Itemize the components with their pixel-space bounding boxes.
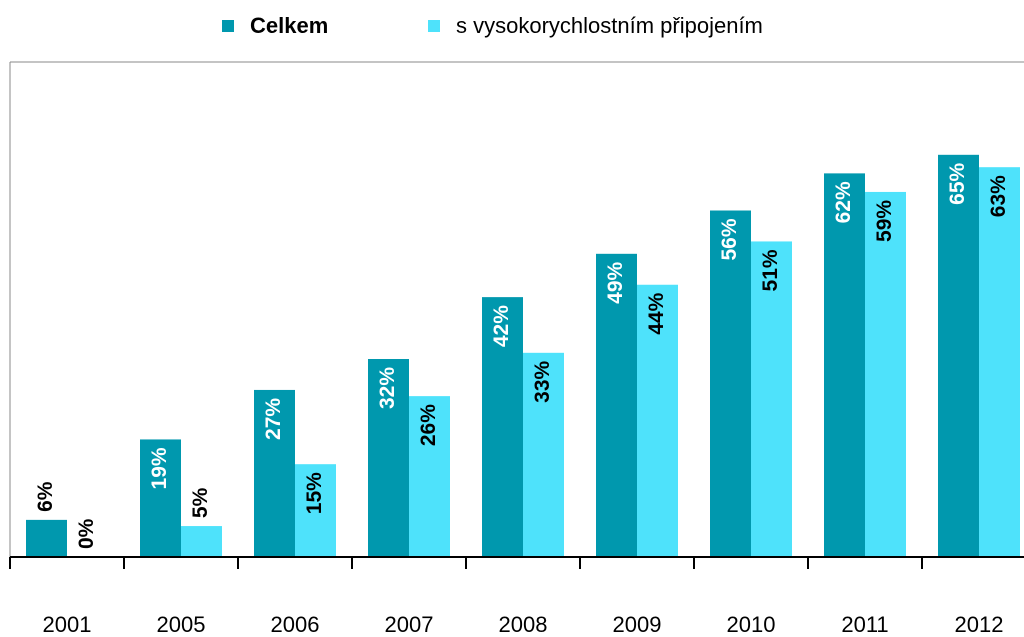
bar <box>637 284 678 557</box>
legend-swatch <box>222 20 234 32</box>
value-label: 26% <box>417 404 440 446</box>
x-tick-label: 2005 <box>157 612 206 637</box>
value-label: 59% <box>873 200 896 242</box>
value-label: 63% <box>987 175 1010 217</box>
value-label: 62% <box>832 181 855 223</box>
bar <box>824 173 865 557</box>
legend-label: Celkem <box>250 13 328 38</box>
bar <box>181 526 222 557</box>
bar <box>26 519 67 557</box>
x-tick-label: 2012 <box>955 612 1004 637</box>
value-label: 56% <box>718 218 741 260</box>
bar <box>482 297 523 557</box>
value-label: 32% <box>376 367 399 409</box>
value-label: 6% <box>34 481 57 512</box>
bar <box>368 359 409 557</box>
bar <box>596 253 637 557</box>
x-tick-label: 2008 <box>499 612 548 637</box>
value-label: 0% <box>75 518 98 549</box>
value-label: 5% <box>189 487 212 518</box>
bar <box>409 396 450 557</box>
x-tick-label: 2006 <box>271 612 320 637</box>
bar <box>979 167 1020 557</box>
bar <box>523 352 564 557</box>
x-tick-label: 2010 <box>727 612 776 637</box>
legend-label: s vysokorychlostním připojením <box>456 13 763 38</box>
value-label: 27% <box>262 398 285 440</box>
value-label: 15% <box>303 472 326 514</box>
x-tick-label: 2011 <box>841 612 888 637</box>
value-label: 33% <box>531 360 554 402</box>
value-label: 44% <box>645 292 668 334</box>
value-label: 49% <box>604 261 627 303</box>
bar <box>865 191 906 557</box>
bar <box>254 389 295 557</box>
bar <box>140 439 181 557</box>
bar <box>710 210 751 557</box>
bar <box>938 154 979 557</box>
value-label: 42% <box>490 305 513 347</box>
x-tick-label: 2009 <box>613 612 662 637</box>
x-tick-label: 2001 <box>43 612 92 637</box>
bar <box>751 241 792 557</box>
value-label: 51% <box>759 249 782 291</box>
x-tick-label: 2007 <box>385 612 434 637</box>
legend-swatch <box>428 20 440 32</box>
value-label: 65% <box>946 162 969 204</box>
bar <box>295 464 336 557</box>
value-label: 19% <box>148 447 171 489</box>
